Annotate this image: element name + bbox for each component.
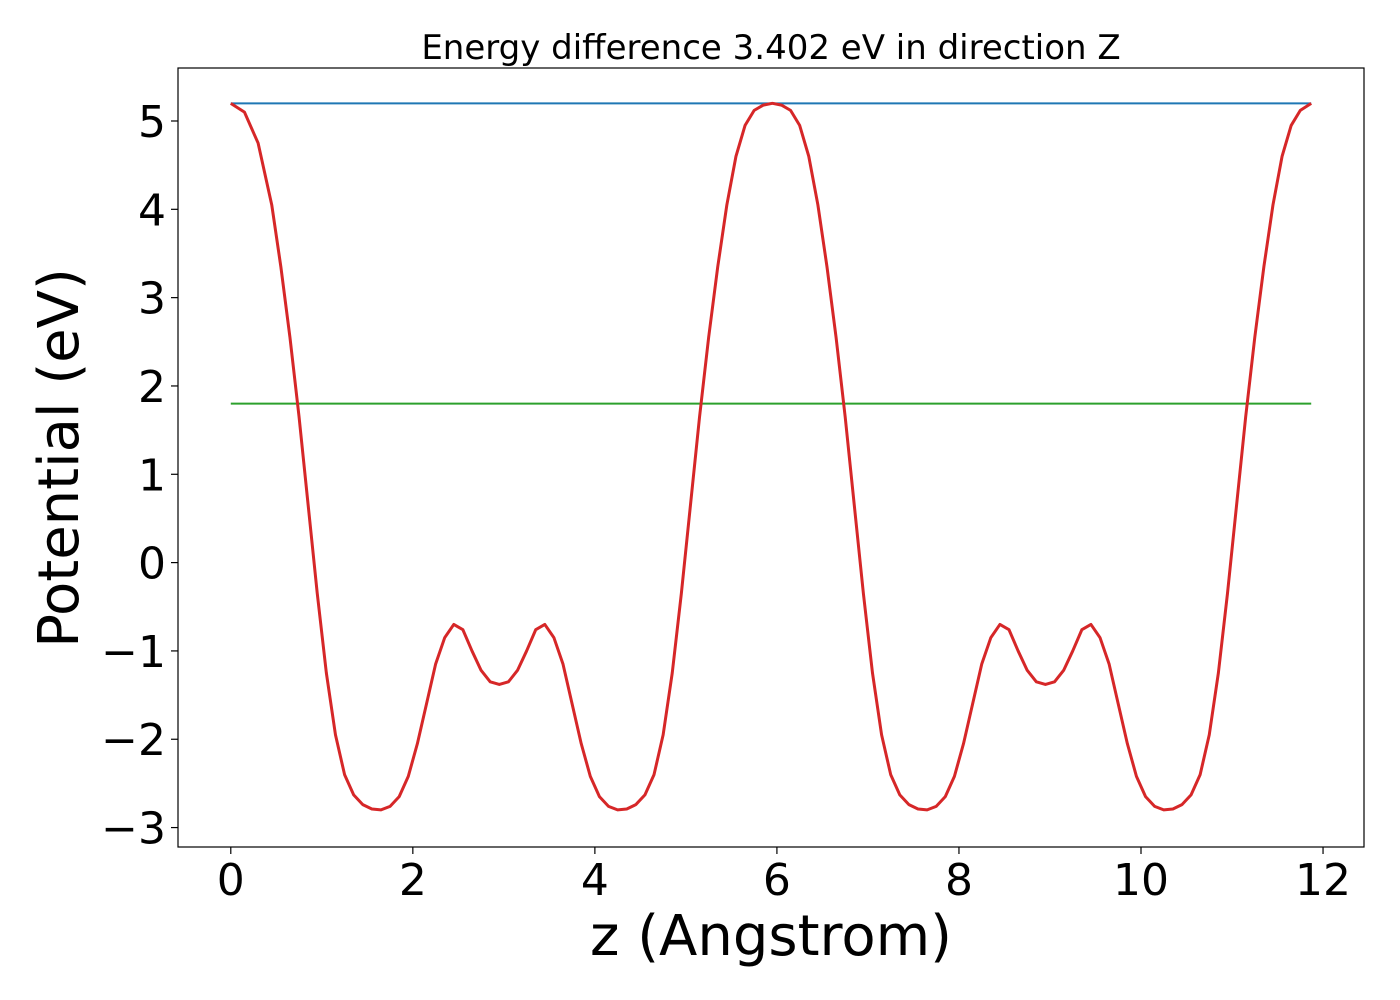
x-tick-label: 10 xyxy=(1113,855,1169,906)
x-tick-label: 6 xyxy=(763,855,791,906)
y-tick-label: −3 xyxy=(101,804,166,855)
y-tick-label: 3 xyxy=(138,274,166,325)
y-tick-label: −1 xyxy=(101,627,166,678)
x-tick-label: 4 xyxy=(581,855,609,906)
x-axis-ticks: 0 2 4 6 8 10 12 xyxy=(217,847,1351,906)
x-tick-label: 2 xyxy=(399,855,427,906)
x-tick-label: 8 xyxy=(945,855,973,906)
x-tick-label: 0 xyxy=(217,855,245,906)
y-tick-label: 2 xyxy=(138,362,166,413)
y-tick-label: 0 xyxy=(138,539,166,590)
plot-area xyxy=(177,67,1365,848)
potential-line xyxy=(229,101,1313,812)
y-tick-label: 5 xyxy=(138,97,166,148)
y-axis-ticks: −3 −2 −1 0 1 2 3 4 5 xyxy=(101,97,178,855)
plot-frame xyxy=(177,67,1365,848)
x-tick-label: 12 xyxy=(1295,855,1351,906)
chart-title: Energy difference 3.402 eV in direction … xyxy=(421,28,1120,68)
y-tick-label: 1 xyxy=(138,450,166,501)
y-axis-label: Potential (eV) xyxy=(27,268,92,648)
y-tick-label: −2 xyxy=(101,715,166,766)
x-axis-label: z (Angstrom) xyxy=(590,904,952,969)
y-tick-label: 4 xyxy=(138,185,166,236)
